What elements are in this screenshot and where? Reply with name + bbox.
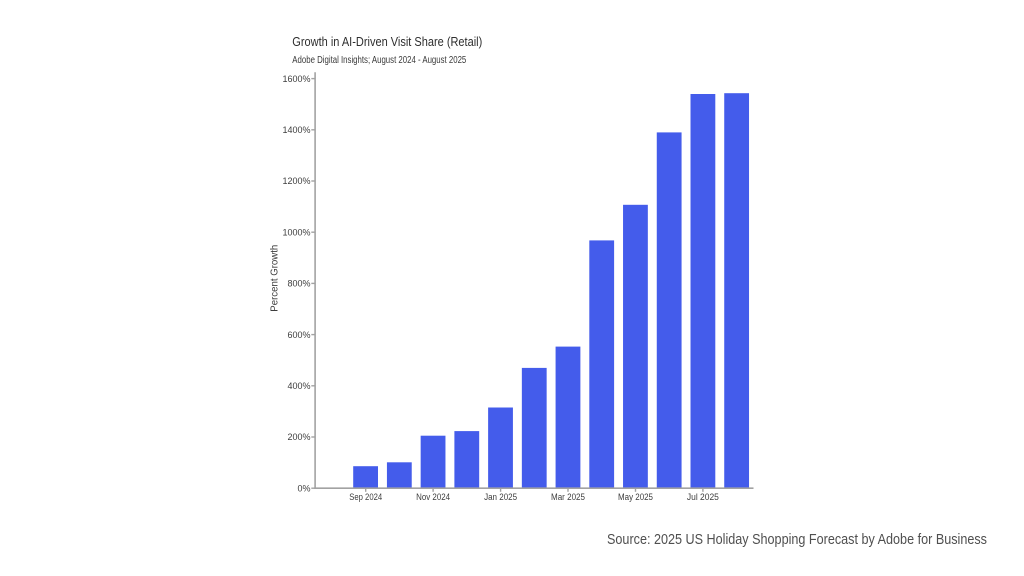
svg-text:Source: 2025 US Holiday Shoppi: Source: 2025 US Holiday Shopping Forecas… xyxy=(607,531,987,548)
svg-text:May 2025: May 2025 xyxy=(618,492,653,502)
svg-text:1400%: 1400% xyxy=(282,125,310,135)
svg-text:1600%: 1600% xyxy=(282,74,310,84)
svg-text:Adobe Digital Insights; August: Adobe Digital Insights; August 2024 - Au… xyxy=(292,55,466,66)
svg-text:200%: 200% xyxy=(287,432,310,442)
svg-text:Mar 2025: Mar 2025 xyxy=(551,492,585,502)
svg-text:Jan 2025: Jan 2025 xyxy=(484,492,517,502)
svg-text:Percent Growth: Percent Growth xyxy=(269,245,280,312)
svg-text:800%: 800% xyxy=(287,279,310,289)
svg-text:Growth in AI-Driven Visit Shar: Growth in AI-Driven Visit Share (Retail) xyxy=(292,34,482,49)
svg-text:1000%: 1000% xyxy=(282,227,310,237)
svg-text:Sep 2024: Sep 2024 xyxy=(349,492,382,502)
svg-text:1200%: 1200% xyxy=(282,176,310,186)
svg-text:400%: 400% xyxy=(287,381,310,391)
svg-text:Jul 2025: Jul 2025 xyxy=(687,492,719,502)
svg-text:0%: 0% xyxy=(297,483,310,493)
svg-text:600%: 600% xyxy=(287,330,310,340)
svg-text:Nov 2024: Nov 2024 xyxy=(416,492,450,502)
